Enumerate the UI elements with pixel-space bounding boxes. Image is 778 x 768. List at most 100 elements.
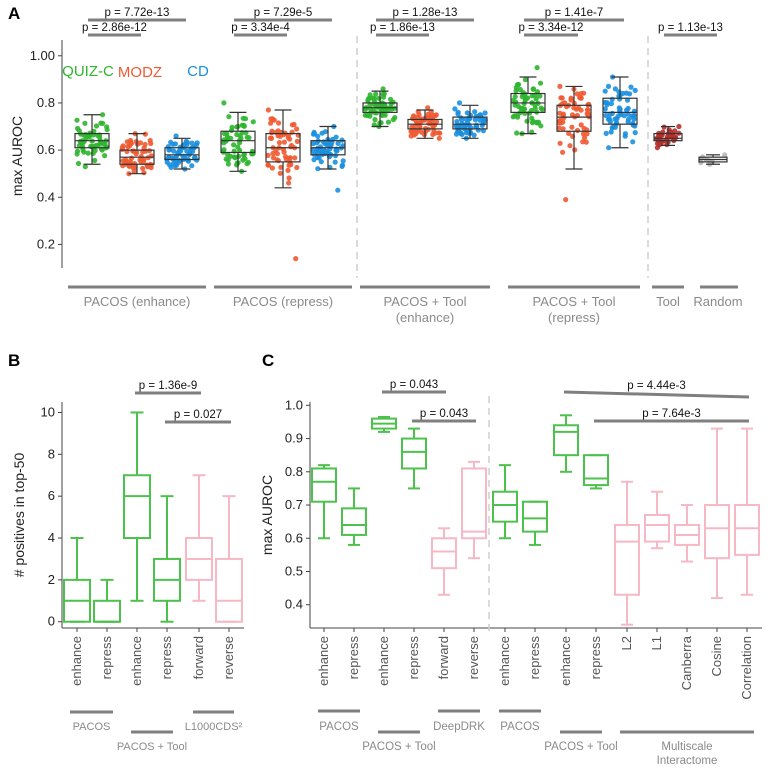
panel-a-ytick-label: 0.8 — [37, 95, 55, 110]
panel-a-point — [409, 124, 415, 130]
panel-a-point — [98, 120, 104, 126]
panel-a-point — [560, 126, 566, 132]
panel-a-point — [231, 154, 237, 160]
panel-a-point — [722, 152, 728, 158]
panel-b-group-label: PACOS — [73, 721, 111, 733]
panel-c-group-label: Multiscale Interactome — [657, 741, 718, 767]
panel-a-point — [676, 123, 682, 130]
panel-b-category-label: enhance — [129, 636, 144, 686]
panel-a-cd-2-box — [452, 116, 488, 130]
panel-a-point — [537, 80, 544, 86]
panel-a-point — [583, 139, 589, 145]
panel-a-point — [612, 116, 618, 122]
panel-a-point — [425, 105, 431, 111]
panel-a-point — [140, 165, 146, 171]
panel-c-box-7-box — [522, 500, 548, 533]
panel-a-point — [286, 180, 292, 186]
panel-a-point — [271, 117, 277, 123]
panel-a-point — [234, 124, 240, 130]
panel-a-point — [104, 127, 110, 133]
panel-a-point — [414, 120, 420, 127]
panel-a-point — [631, 108, 638, 114]
panel-a-point — [74, 117, 80, 123]
panel-a-point — [75, 160, 82, 167]
panel-c-ytick-label: 0.9 — [285, 431, 303, 446]
panel-a-point — [625, 105, 631, 112]
panel-b-category-label: reverse — [221, 636, 236, 679]
panel-a-point — [265, 162, 272, 168]
panel-a-point — [572, 147, 578, 153]
panel-a-letter: A — [8, 4, 20, 23]
panel-a-point — [390, 99, 396, 105]
panel-a-point — [193, 142, 199, 148]
panel-a-group-label: PACOS (repress) — [233, 294, 333, 309]
panel-a-point — [530, 86, 536, 92]
panel-a-point — [85, 150, 91, 156]
panel-b-category-label: forward — [191, 636, 206, 679]
panel-c-pvalue-bar — [563, 390, 750, 399]
panel-a-point — [472, 109, 478, 115]
panel-a-point — [82, 164, 88, 170]
panel-c-category-label: Cosine — [709, 636, 724, 676]
panel-a-point — [378, 120, 384, 126]
panel-a-point — [616, 105, 622, 111]
panel-a-point — [632, 130, 638, 136]
panel-a-pvalue-label: p = 1.41e-7 — [545, 7, 604, 19]
panel-a-point — [237, 147, 243, 153]
panel-a-point — [74, 151, 80, 157]
panel-a-point — [131, 168, 137, 175]
panel-a-point — [609, 96, 615, 102]
panel-a-point — [228, 135, 234, 141]
panel-b-ytick-label: 0 — [48, 614, 55, 629]
panel-a-point — [131, 161, 138, 167]
panel-a-point — [573, 106, 580, 112]
panel-a-point — [672, 128, 678, 134]
panel-a-point — [366, 95, 372, 101]
panel-a-point — [190, 148, 196, 154]
panel-b-category-label: enhance — [69, 636, 84, 686]
panel-a-point — [392, 115, 398, 121]
panel-c-category-label: repress — [527, 636, 542, 680]
panel-a-point — [148, 140, 154, 147]
panel-a-point — [432, 122, 438, 128]
panel-a-point — [585, 111, 591, 117]
panel-a-point — [566, 130, 572, 136]
panel-a-point — [80, 147, 86, 153]
panel-c-box-4-box — [431, 537, 457, 570]
panel-a-point — [514, 82, 521, 88]
panel-a-point — [318, 159, 324, 165]
panel-a-point — [569, 124, 575, 130]
panel-c-ytick-label: 0.7 — [285, 497, 303, 512]
panel-a-point — [529, 115, 535, 121]
panel-a-point — [327, 141, 333, 147]
panel-a-point — [436, 135, 442, 141]
panel-a-point — [128, 141, 134, 147]
panel-a-point — [246, 135, 252, 141]
panel-a-point — [628, 84, 634, 90]
panel-a-point — [265, 152, 271, 158]
panel-b-ytick-label: 2 — [48, 572, 55, 587]
panel-a-point — [631, 116, 637, 122]
panel-a-point — [316, 155, 322, 161]
panel-a-point — [242, 116, 249, 122]
panel-c-group-label: PACOS + Tool — [362, 741, 435, 753]
panel-c-category-label: enhance — [497, 636, 512, 686]
panel-a-point — [563, 197, 569, 203]
panel-a-cd-3-box — [602, 97, 638, 125]
panel-a-point — [189, 140, 195, 146]
panel-a-point — [231, 142, 237, 148]
panel-a-pvalue-label: p = 1.28e-13 — [393, 7, 458, 19]
panel-a-point — [133, 151, 139, 157]
panel-a-point — [578, 95, 584, 101]
panel-a-point — [268, 120, 274, 126]
panel-a-point — [250, 119, 256, 125]
panel-c-y-label: max AUROC — [259, 475, 275, 555]
panel-a-tool-4-box — [653, 133, 683, 142]
panel-a-point — [276, 140, 283, 146]
panel-a-point — [605, 83, 612, 89]
panel-a-point — [137, 140, 144, 146]
panel-a-point — [513, 88, 519, 94]
panel-a-point — [618, 111, 624, 118]
panel-a-point — [475, 127, 481, 133]
panel-a-point — [560, 111, 567, 117]
